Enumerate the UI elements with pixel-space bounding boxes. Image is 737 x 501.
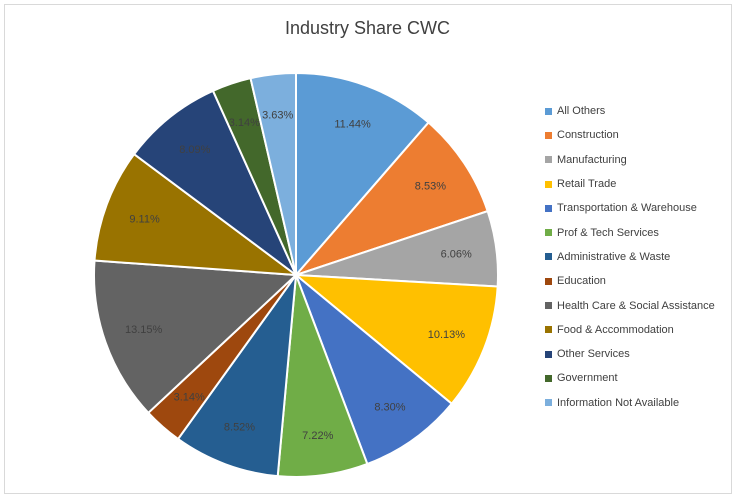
legend-swatch	[545, 302, 552, 310]
legend-swatch	[545, 107, 552, 115]
legend-label: Health Care & Social Assistance	[557, 299, 715, 312]
pie-slice	[176, 271, 298, 478]
legend-swatch	[545, 204, 552, 212]
data-label: 9.11%	[129, 214, 160, 226]
legend-label: Education	[557, 275, 606, 288]
legend-item: Health Care & Social Assistance	[545, 293, 730, 317]
legend-item: Transportation & Warehouse	[545, 196, 730, 220]
legend-label: Prof & Tech Services	[557, 226, 659, 239]
data-label: 8.09%	[179, 144, 210, 156]
chart-legend: All Others Construction Manufacturing Retai…	[545, 99, 730, 415]
legend-label: Retail Trade	[557, 178, 617, 191]
data-label: 13.15%	[125, 324, 163, 336]
data-label: 8.52%	[224, 421, 255, 433]
data-label: 6.06%	[441, 249, 472, 261]
data-label: 10.13%	[428, 329, 466, 341]
legend-item: Government	[545, 366, 730, 390]
legend-item: Other Services	[545, 342, 730, 366]
legend-swatch	[545, 131, 552, 139]
data-label: 3.14%	[229, 117, 260, 129]
pie-slice	[93, 259, 299, 415]
legend-label: Government	[557, 372, 618, 385]
legend-label: Construction	[557, 129, 619, 142]
legend-label: All Others	[557, 105, 606, 118]
pie-slice	[292, 121, 489, 278]
legend-label: Other Services	[557, 348, 630, 361]
legend-swatch	[545, 326, 552, 334]
data-label: 11.44%	[334, 119, 371, 131]
legend-swatch	[545, 253, 552, 261]
legend-swatch	[545, 399, 552, 407]
legend-swatch	[545, 229, 552, 237]
data-label: 7.22%	[302, 430, 333, 442]
data-label: 8.30%	[374, 401, 405, 413]
legend-item: Information Not Available	[545, 391, 730, 415]
data-label: 3.63%	[262, 109, 293, 121]
legend-label: Food & Accommodation	[557, 323, 674, 336]
legend-label: Administrative & Waste	[557, 250, 671, 263]
legend-swatch	[545, 277, 552, 285]
data-label: 3.14%	[174, 391, 205, 403]
pie-slice	[293, 273, 499, 406]
legend-item: Administrative & Waste	[545, 245, 730, 269]
legend-item: Prof & Tech Services	[545, 220, 730, 244]
legend-swatch	[545, 374, 552, 382]
pie-slice	[132, 89, 299, 279]
legend-label: Information Not Available	[557, 396, 680, 409]
legend-item: Education	[545, 269, 730, 293]
legend-item: Construction	[545, 123, 730, 147]
pie-slice	[93, 152, 300, 277]
chart-title: Industry Share CWC	[284, 18, 451, 38]
legend-label: Transportation & Warehouse	[557, 202, 697, 215]
pie-slice	[249, 71, 297, 276]
data-label: 8.53%	[415, 180, 446, 192]
pie-slice	[293, 271, 454, 466]
legend-swatch	[545, 180, 552, 188]
legend-label: Manufacturing	[557, 153, 627, 166]
legend-swatch	[545, 350, 552, 358]
legend-item: Manufacturing	[545, 148, 730, 172]
pie-slice	[295, 71, 430, 278]
legend-item: Retail Trade	[545, 172, 730, 196]
legend-item: Food & Accommodation	[545, 318, 730, 342]
legend-swatch	[545, 156, 552, 164]
legend-item: All Others	[545, 99, 730, 123]
